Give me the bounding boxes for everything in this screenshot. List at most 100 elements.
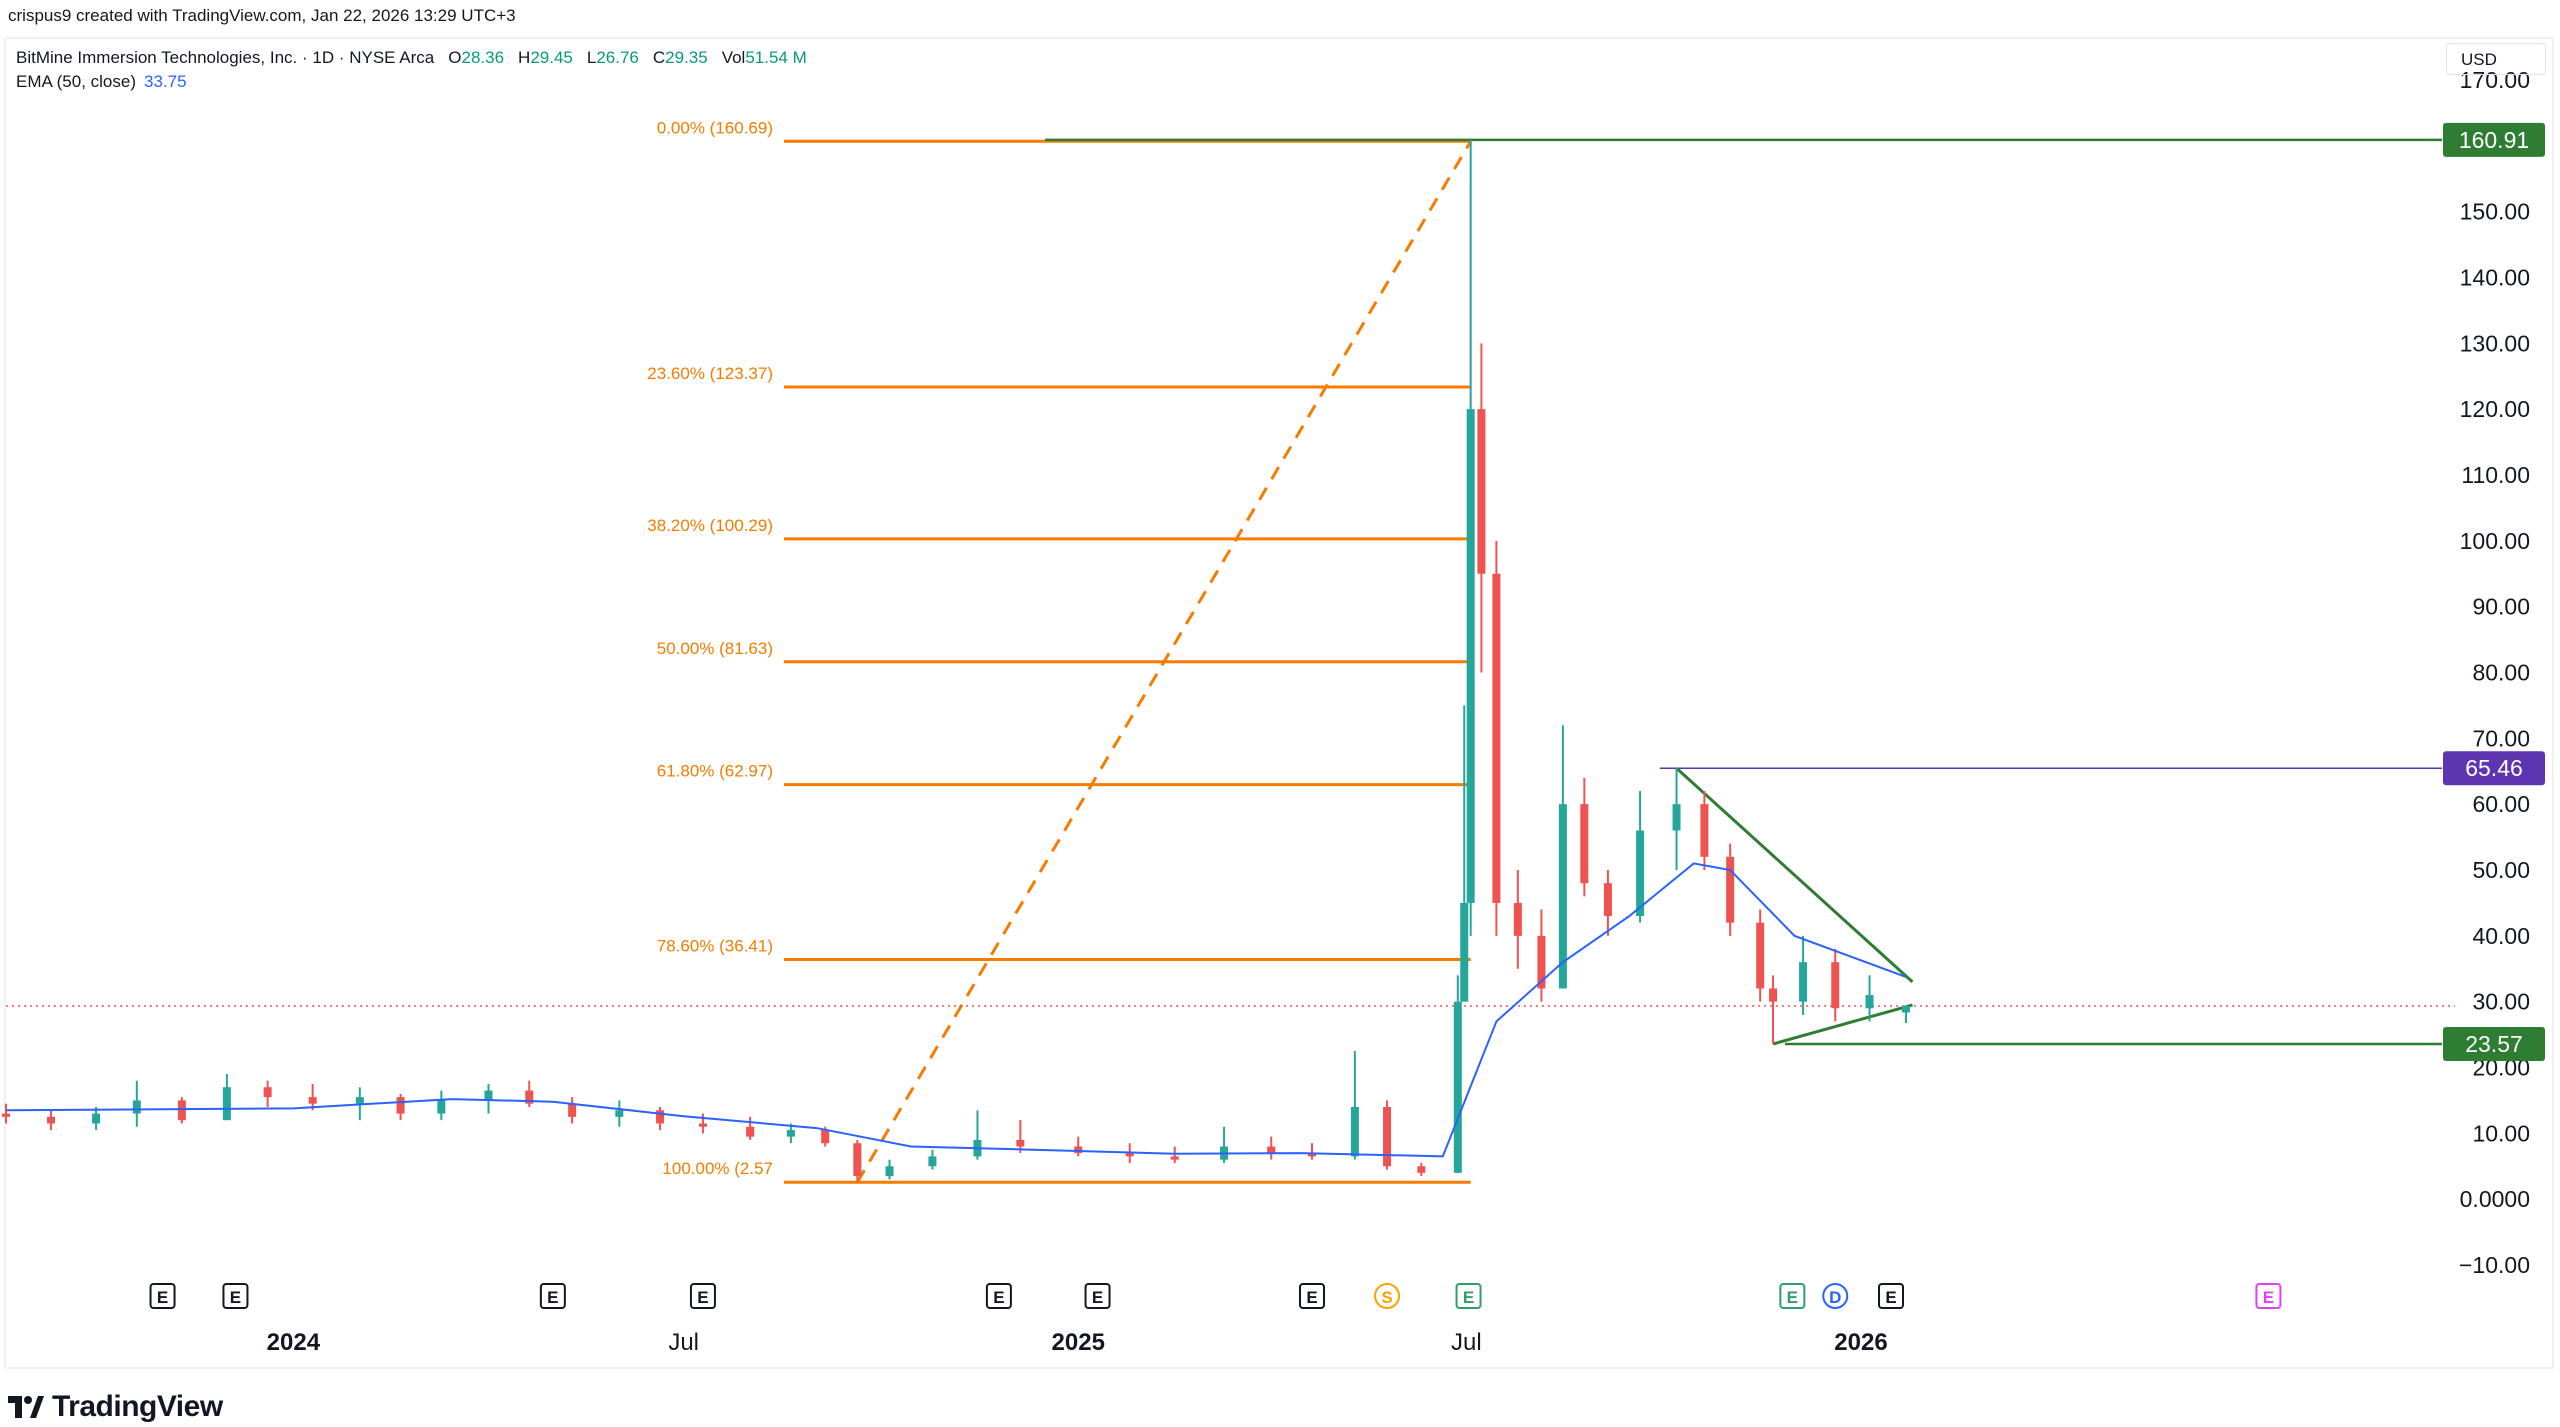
y-tick-label: 170.00 xyxy=(2460,67,2530,93)
volume-value: 51.54 M xyxy=(745,48,807,67)
candle-body xyxy=(698,1123,707,1127)
y-tick-label: 110.00 xyxy=(2461,462,2530,488)
candle-body xyxy=(1016,1139,1025,1147)
event-marker-label: E xyxy=(993,1288,1004,1307)
candle-body xyxy=(1460,902,1469,1002)
candle-body xyxy=(222,1087,231,1121)
candle-body xyxy=(1125,1153,1134,1157)
candle-body xyxy=(1383,1107,1392,1167)
event-marker-label: E xyxy=(230,1288,241,1307)
y-tick-label: 0.0000 xyxy=(2460,1186,2530,1212)
candle-body xyxy=(1417,1166,1426,1173)
candle-body xyxy=(568,1103,577,1117)
candle-body xyxy=(484,1090,493,1101)
candle-body xyxy=(1537,935,1546,989)
event-marker-label: E xyxy=(1306,1288,1317,1307)
candle-body xyxy=(1603,883,1612,917)
created-by-line: crispus9 created with TradingView.com, J… xyxy=(8,6,516,25)
x-tick-label: 2026 xyxy=(1834,1329,1887,1356)
ema-legend-label[interactable]: EMA (50, close) xyxy=(16,72,136,91)
brand-name: TradingView xyxy=(52,1390,223,1423)
candle-body xyxy=(132,1100,141,1114)
high-value: 29.45 xyxy=(530,48,573,67)
candle-body xyxy=(1513,902,1522,936)
candle-body xyxy=(1865,995,1874,1009)
candle-body xyxy=(92,1113,101,1124)
event-marker-label: D xyxy=(1829,1288,1841,1307)
y-tick-label: 130.00 xyxy=(2460,330,2530,356)
candle-body xyxy=(1466,409,1475,903)
symbol-title[interactable]: BitMine Immersion Technologies, Inc. · 1… xyxy=(16,48,435,67)
candle-body xyxy=(1307,1153,1316,1157)
price-label: 65.46 xyxy=(2465,755,2523,781)
candle-body xyxy=(1492,573,1501,903)
candle-body xyxy=(821,1130,830,1144)
candle-body xyxy=(308,1097,317,1104)
y-tick-label: 150.00 xyxy=(2460,199,2530,225)
y-tick-label: 120.00 xyxy=(2460,396,2530,422)
chart-frame xyxy=(4,37,2554,1369)
candle-body xyxy=(437,1100,446,1114)
fib-level-label: 61.80% (62.97) xyxy=(657,762,773,781)
open-value: 28.36 xyxy=(461,48,505,67)
y-tick-label: 30.00 xyxy=(2472,989,2530,1015)
low-value: 26.76 xyxy=(596,48,639,67)
earnings-event-icon xyxy=(689,1283,716,1309)
earnings-event-icon xyxy=(1298,1283,1325,1309)
event-marker-label: E xyxy=(1885,1288,1896,1307)
earnings-event-icon xyxy=(2255,1283,2282,1309)
candle-body xyxy=(656,1110,665,1124)
candle-body xyxy=(1580,804,1589,884)
earnings-event-icon xyxy=(1878,1283,1905,1309)
symbol-legend: BitMine Immersion Technologies, Inc. · 1… xyxy=(16,46,807,94)
triangle-trendline xyxy=(1675,767,1914,984)
candle-body xyxy=(746,1126,755,1137)
price-label-box xyxy=(2443,122,2545,157)
earnings-event-icon xyxy=(1084,1283,1111,1309)
candle-body xyxy=(1726,856,1735,923)
event-marker-label: S xyxy=(1381,1288,1392,1307)
price-label: 160.91 xyxy=(2459,127,2529,153)
price-label: 23.57 xyxy=(2465,1031,2523,1057)
candle-body xyxy=(396,1097,405,1114)
x-tick-label: 2025 xyxy=(1052,1329,1105,1356)
earnings-event-icon xyxy=(1779,1283,1806,1309)
event-marker-label: E xyxy=(1092,1288,1103,1307)
y-tick-label: 40.00 xyxy=(2472,923,2530,949)
dividend-event-icon xyxy=(1822,1283,1849,1309)
candle-body xyxy=(1672,804,1681,831)
price-label-box xyxy=(2443,1026,2545,1061)
candle-body xyxy=(525,1090,534,1104)
event-marker-label: E xyxy=(547,1288,558,1307)
candle-body xyxy=(1558,804,1567,989)
volume-label: Vol xyxy=(721,48,746,67)
fib-level-label: 100.00% (2.57 xyxy=(662,1159,773,1178)
candle-body xyxy=(1074,1146,1083,1154)
candle-body xyxy=(1453,1001,1462,1173)
price-label-box xyxy=(2443,751,2545,786)
candle-body xyxy=(263,1087,272,1098)
currency-selector[interactable]: USD xyxy=(2446,43,2546,75)
candle-body xyxy=(47,1116,56,1124)
fib-level-label: 38.20% (100.29) xyxy=(647,516,773,535)
triangle-trendline xyxy=(1772,1003,1913,1046)
y-tick-label: 70.00 xyxy=(2472,725,2530,751)
event-marker-label: E xyxy=(2263,1288,2274,1307)
earnings-event-icon xyxy=(539,1283,566,1309)
fib-level-label: 78.60% (36.41) xyxy=(657,936,773,955)
candle-body xyxy=(355,1097,364,1104)
event-marker-label: E xyxy=(697,1288,708,1307)
x-tick-label: Jul xyxy=(1451,1329,1482,1356)
open-label: O xyxy=(448,48,462,67)
ema-line xyxy=(5,862,1907,1158)
tradingview-logo-icon xyxy=(8,1396,44,1418)
earnings-event-icon xyxy=(1455,1283,1482,1309)
candle-body xyxy=(1831,962,1840,1009)
tradingview-logo: TradingView xyxy=(8,1390,223,1424)
candle-body xyxy=(1902,1005,1911,1013)
earnings-event-icon xyxy=(222,1283,249,1309)
candle-body xyxy=(786,1130,795,1137)
y-tick-label: 100.00 xyxy=(2460,528,2530,554)
earnings-event-icon xyxy=(985,1283,1012,1309)
